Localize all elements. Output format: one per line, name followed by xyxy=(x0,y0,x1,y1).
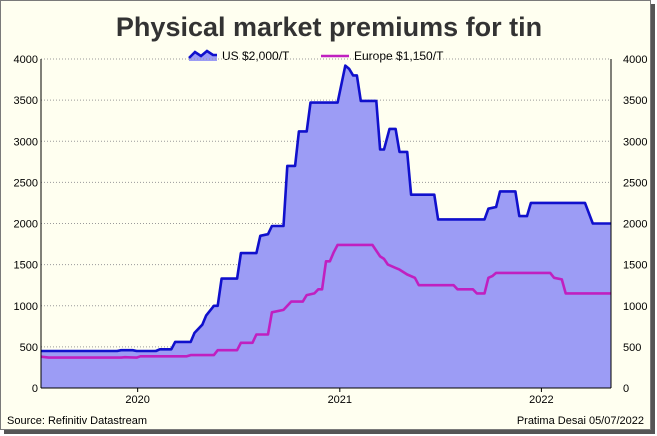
y-tick-label-right: 1500 xyxy=(623,260,647,272)
y-tick-label-right: 0 xyxy=(623,383,629,395)
plot-series xyxy=(40,64,611,388)
y-tick-label-left: 3000 xyxy=(14,136,38,148)
legend-swatch-line xyxy=(188,49,217,59)
x-tick-label: 2021 xyxy=(328,394,352,406)
axes: 0 0 500 500 1000 1000 1500 1500 2000 2000 2500 2500… xyxy=(14,54,648,406)
credit-text: Pratima Desai 05/07/2022 xyxy=(517,415,644,427)
chart-frame: Physical market premiums for tin US $2,0… xyxy=(0,0,651,430)
y-tick-label-left: 0 xyxy=(32,383,38,395)
y-tick-label-left: 2500 xyxy=(14,177,38,189)
chart-svg: Physical market premiums for tin US $2,0… xyxy=(7,12,648,427)
series-line-0 xyxy=(41,64,611,353)
x-tick-label: 2022 xyxy=(529,394,553,406)
y-tick-label-left: 500 xyxy=(20,342,38,354)
y-tick-label-right: 2500 xyxy=(623,177,647,189)
y-tick-label-right: 1000 xyxy=(623,301,647,313)
legend-label: US $2,000/T xyxy=(222,49,290,63)
legend: US $2,000/T Europe $1,150/T xyxy=(188,49,444,63)
series-line-1 xyxy=(40,243,611,359)
legend-label: Europe $1,150/T xyxy=(354,49,444,63)
y-tick-label-right: 4000 xyxy=(623,54,647,66)
chart-title: Physical market premiums for tin xyxy=(116,12,542,42)
series-area-0 xyxy=(41,65,611,388)
y-tick-label-right: 3000 xyxy=(623,136,647,148)
y-tick-label-left: 4000 xyxy=(14,54,38,66)
y-tick-label-left: 1000 xyxy=(14,301,38,313)
x-tick-label: 2020 xyxy=(125,394,149,406)
y-tick-label-left: 2000 xyxy=(14,219,38,231)
y-tick-label-right: 500 xyxy=(623,342,641,354)
y-tick-label-right: 3500 xyxy=(623,95,647,107)
y-tick-label-right: 2000 xyxy=(623,219,647,231)
source-text: Source: Refinitiv Datastream xyxy=(7,415,147,427)
y-tick-label-left: 3500 xyxy=(14,95,38,107)
y-tick-label-left: 1500 xyxy=(14,260,38,272)
